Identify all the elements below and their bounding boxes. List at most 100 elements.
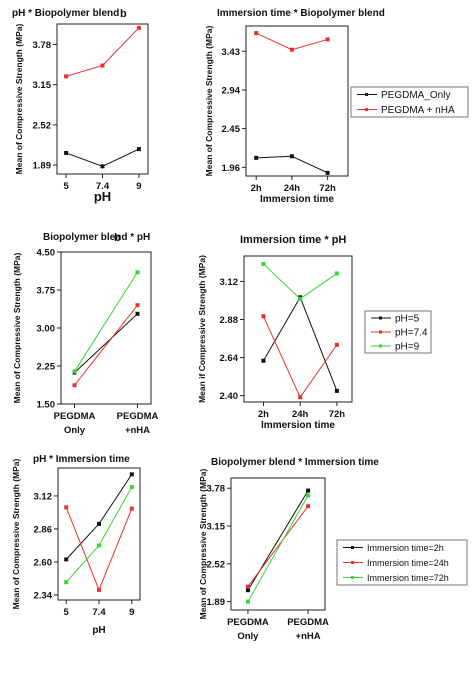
data-point (298, 296, 303, 301)
y-axis-label: Mean of Compressive Strength (MPa) (198, 469, 208, 620)
x-tick-label: 9 (136, 181, 141, 192)
plot-frame (57, 467, 141, 601)
y-tick-label: 1.50 (37, 400, 56, 411)
data-point (334, 388, 339, 393)
chart-5: pH * Immersion time Mean of Compressive S… (11, 454, 141, 636)
series-line (65, 148, 140, 167)
y-tick-label: 2.25 (37, 362, 56, 373)
data-point (254, 155, 259, 160)
data-point (136, 147, 141, 152)
data-point (289, 47, 294, 52)
data-point (135, 270, 140, 275)
series-line (74, 313, 138, 373)
data-point (64, 505, 69, 510)
x-tick-label: 24h (284, 183, 301, 194)
legend-marker (351, 576, 354, 579)
legend-label: Immersion time=2h (367, 543, 444, 553)
data-point (306, 504, 311, 509)
legend-label: Immersion time=72h (367, 573, 449, 583)
legend-marker (379, 316, 382, 320)
x-tick-label: 72h (319, 183, 336, 194)
data-point (64, 557, 69, 562)
x-tick-label: 2h (251, 183, 262, 194)
legend-label: pH=7.4 (395, 328, 428, 339)
y-tick-label: 1.89 (33, 161, 52, 172)
data-point (129, 506, 134, 511)
y-tick-label: 3.75 (37, 286, 56, 297)
data-point (289, 154, 294, 159)
chart-title: pH * Biopolymer blend (12, 8, 119, 19)
x-tick-label: 5 (63, 181, 69, 192)
data-point (261, 261, 266, 266)
data-point (254, 31, 259, 36)
y-tick-label: 1.96 (222, 163, 241, 174)
x-tick-label: 24h (292, 409, 309, 420)
y-tick-label: 3.43 (222, 47, 241, 58)
data-point (129, 485, 134, 490)
data-point (136, 25, 141, 30)
y-axis-label: Mean of Compressive Strength (MPa) (204, 26, 214, 177)
legend-label: pH=9 (395, 342, 420, 353)
y-axis-label: Mean of Compressive Strength (MPa) (11, 459, 21, 610)
data-point (72, 383, 77, 388)
x-tick-label: 5 (64, 607, 70, 618)
data-point (100, 164, 105, 169)
series-line (263, 296, 338, 392)
y-tick-label: 4.50 (37, 248, 56, 259)
data-point (325, 37, 330, 42)
legend-marker (351, 546, 354, 549)
y-tick-label: 2.86 (34, 524, 53, 535)
y-tick-label: 3.15 (33, 80, 52, 91)
data-point (100, 63, 105, 68)
legend-biopolymer: PEGDMA_Only PEGDMA + nHA (350, 86, 469, 118)
x-axis-label: pH (94, 189, 111, 204)
y-tick-label: 3.78 (207, 484, 226, 495)
x-tick-label: 72h (329, 409, 346, 420)
legend-label: PEGDMA + nHA (381, 105, 455, 116)
series-line (74, 304, 138, 386)
chart-3: Biopolymer blend * pH Mean of Compressive… (12, 232, 158, 436)
y-tick-label: 2.94 (222, 85, 241, 96)
legend-label: Immersion time=24h (367, 558, 449, 568)
data-point (245, 584, 250, 589)
x-tick-label: 9 (129, 607, 134, 618)
data-point (97, 521, 101, 526)
x-tick-label: 7.4 (92, 607, 106, 618)
data-point (334, 342, 339, 347)
data-point (306, 493, 311, 498)
chart-title: Immersion time * Biopolymer blend (217, 8, 385, 19)
x-tick-label: 7.4 (96, 181, 110, 192)
series-line (262, 316, 338, 399)
chart-title: Biopolymer blend * pH (43, 232, 150, 243)
series-line (247, 505, 309, 587)
chart-1: pH * Biopolymer blend Mean of Compressive… (12, 8, 149, 204)
x-tick-label: PEGDMA +nHA (287, 617, 329, 642)
legend-marker (351, 561, 354, 564)
series-line (74, 271, 138, 372)
series-line (247, 495, 309, 602)
y-tick-label: 2.40 (220, 391, 239, 402)
y-tick-label: 3.12 (34, 491, 53, 502)
data-point (135, 303, 140, 308)
x-axis-label: Immersion time (260, 194, 334, 205)
y-tick-label: 2.34 (34, 590, 53, 601)
y-tick-label: 1.89 (207, 597, 226, 608)
x-tick-label: 2h (258, 409, 269, 420)
legend-box (350, 86, 469, 118)
data-point (129, 472, 134, 477)
x-tick-label: PEGDMA Only (227, 617, 269, 642)
chart-title: Biopolymer blend * Immersion time (211, 457, 379, 468)
y-tick-label: 2.60 (34, 557, 53, 568)
x-tick-label: PEGDMA Only (54, 411, 96, 436)
y-axis-label: Mean of Compressive Strength (MPa) (14, 24, 24, 175)
panel-letter-b-2: b (114, 232, 121, 244)
data-point (72, 369, 77, 374)
plot-frame (60, 251, 152, 405)
series-line (65, 486, 133, 583)
y-tick-label: 3.78 (33, 40, 52, 51)
data-point (135, 311, 140, 316)
data-point (261, 314, 266, 319)
